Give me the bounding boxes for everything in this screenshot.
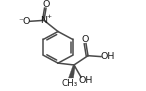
Text: ⁻O: ⁻O [19,17,31,26]
Text: +: + [46,14,51,19]
Text: N: N [40,16,47,25]
Text: O: O [81,35,89,44]
Text: O: O [42,0,50,9]
Text: CH₃: CH₃ [62,79,78,88]
Text: OH: OH [79,76,93,85]
Polygon shape [68,66,75,78]
Text: OH: OH [101,52,115,61]
